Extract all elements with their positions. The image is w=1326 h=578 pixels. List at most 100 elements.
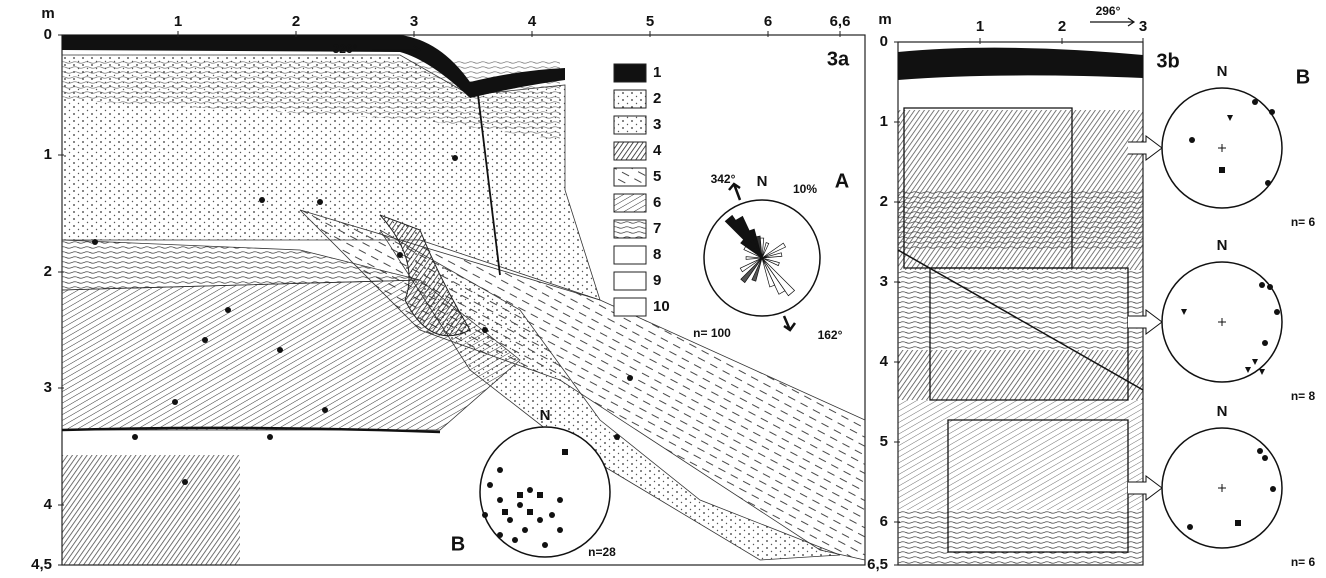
pole-square	[1219, 167, 1225, 173]
sample-dot	[267, 434, 273, 440]
pole-square	[517, 492, 523, 498]
rose-start: 342°	[711, 172, 736, 186]
legend-label: 3	[653, 116, 661, 133]
azimuth-arrow	[784, 316, 795, 330]
pole	[1187, 524, 1193, 530]
stereonets-label: B	[1296, 66, 1310, 88]
pole-square	[562, 449, 568, 455]
sample-dot	[182, 479, 188, 485]
sample-dot	[225, 307, 231, 313]
sample-dot	[172, 399, 178, 405]
pole	[512, 537, 518, 543]
legend-label: 5	[653, 168, 661, 185]
figure: m1234566,6012344,5326°3a12345678910N342°…	[0, 0, 1326, 578]
legend-swatch	[614, 90, 646, 108]
rose-north: N	[757, 173, 768, 190]
y-tick-label: 1	[44, 146, 52, 163]
legend-swatch	[614, 220, 646, 238]
pole	[482, 512, 488, 518]
direction-arrow	[1090, 18, 1134, 26]
legend-swatch	[614, 116, 646, 134]
y-tick-label: 6	[880, 513, 888, 530]
sample-dot	[92, 239, 98, 245]
pole	[1267, 284, 1273, 290]
pole	[522, 527, 528, 533]
sample-dot	[452, 155, 458, 161]
pole	[507, 517, 513, 523]
sample-dot	[614, 434, 620, 440]
pole	[1252, 99, 1258, 105]
stereonet-label: B	[451, 533, 465, 555]
direction: 326°	[333, 42, 358, 56]
stereonet-n: n= 8	[1291, 389, 1316, 403]
legend-label: 6	[653, 194, 661, 211]
legend-swatch	[614, 298, 646, 316]
sample-dot	[277, 347, 283, 353]
legend-swatch	[614, 194, 646, 212]
x-tick-label: 6	[764, 13, 772, 30]
stereonet-n: n= 6	[1291, 555, 1316, 569]
pole	[557, 527, 563, 533]
x-tick-label: 4	[528, 13, 537, 30]
y-tick-label: 0	[44, 26, 52, 43]
pole	[1270, 486, 1276, 492]
x-tick-label: 2	[292, 13, 300, 30]
x-tick-label: 6,6	[830, 13, 851, 30]
sample-dot	[259, 197, 265, 203]
pole	[537, 517, 543, 523]
azimuth-arrow	[729, 184, 740, 200]
layers	[898, 510, 1143, 565]
sample-dot	[132, 434, 138, 440]
x-tick-label: 1	[976, 18, 984, 35]
pole	[487, 482, 493, 488]
rose-scale: 10%	[793, 182, 817, 196]
stereonet-north: N	[540, 407, 551, 424]
panel-label: 3b	[1156, 50, 1179, 72]
direction: 296°	[1096, 4, 1121, 18]
pole	[1259, 282, 1265, 288]
legend-label: 1	[653, 64, 661, 81]
sample-dot	[482, 327, 488, 333]
pole	[1262, 340, 1268, 346]
pole	[517, 502, 523, 508]
rose-label: A	[835, 170, 849, 192]
sample-dot	[322, 407, 328, 413]
legend-swatch	[614, 168, 646, 186]
stereonet-n: n=28	[588, 545, 616, 559]
pole	[1265, 180, 1271, 186]
y-tick-label: 2	[880, 193, 888, 210]
axis-unit: m	[878, 11, 891, 28]
pole-square	[1235, 520, 1241, 526]
pole	[1274, 309, 1280, 315]
legend-label: 10	[653, 298, 670, 315]
pole-square	[502, 509, 508, 515]
pole-square	[537, 492, 543, 498]
y-tick-label: 6,5	[867, 556, 888, 573]
y-tick-label: 2	[44, 263, 52, 280]
sample-dot	[397, 252, 403, 258]
stereonet-north: N	[1217, 237, 1228, 254]
pole	[542, 542, 548, 548]
x-tick-label: 2	[1058, 18, 1066, 35]
layers	[898, 400, 1143, 510]
rose-end: 162°	[818, 328, 843, 342]
pole	[497, 497, 503, 503]
drawing: m1234566,6012344,5326°3a12345678910N342°…	[31, 4, 1315, 573]
rose-n: n= 100	[693, 326, 731, 340]
legend-swatch	[614, 246, 646, 264]
y-tick-label: 3	[44, 379, 52, 396]
legend-label: 2	[653, 90, 661, 107]
pole	[527, 487, 533, 493]
pole-triangle	[1259, 369, 1265, 375]
panel-label: 3a	[827, 48, 850, 70]
y-tick-label: 4	[44, 496, 53, 513]
y-tick-label: 4,5	[31, 556, 52, 573]
legend-label: 9	[653, 272, 661, 289]
layers	[898, 350, 1143, 400]
stereonet-n: n= 6	[1291, 215, 1316, 229]
legend-label: 8	[653, 246, 661, 263]
legend-label: 7	[653, 220, 661, 237]
pole-square	[527, 509, 533, 515]
stereonet-north: N	[1217, 403, 1228, 420]
pole	[1262, 455, 1268, 461]
